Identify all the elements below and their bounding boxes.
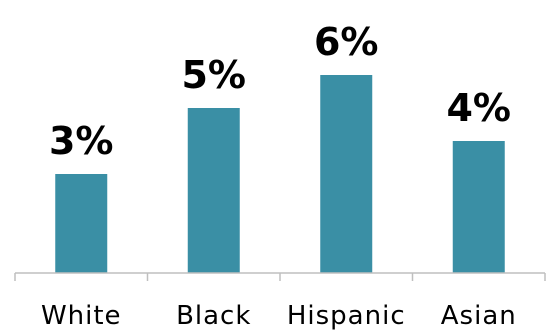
category-label-white: White — [41, 301, 122, 331]
category-label-asian: Asian — [441, 301, 517, 331]
data-label-black: 5% — [181, 53, 246, 97]
category-labels-group: White Black Hispanic Asian — [41, 301, 517, 331]
bars-group — [55, 75, 505, 273]
data-label-asian: 4% — [446, 86, 511, 130]
bar-white — [55, 174, 108, 273]
bar-black — [187, 108, 240, 273]
category-label-hispanic: Hispanic — [287, 301, 406, 331]
data-label-white: 3% — [49, 119, 114, 163]
bar-asian — [452, 141, 505, 273]
bar-hispanic — [320, 75, 373, 273]
category-label-black: Black — [176, 301, 251, 331]
data-label-hispanic: 6% — [314, 20, 379, 64]
data-labels-group: 3% 5% 6% 4% — [49, 20, 511, 163]
x-axis-ticks — [14, 273, 546, 281]
